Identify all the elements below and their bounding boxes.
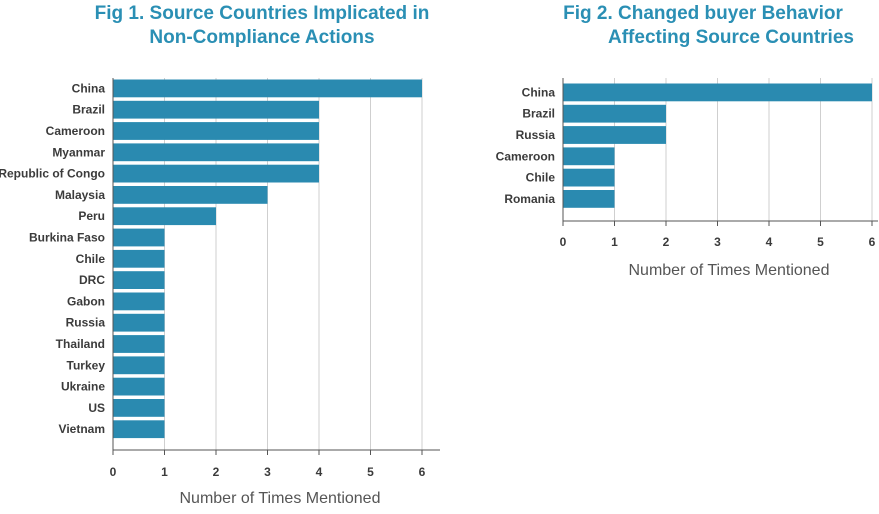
- chart-1-category-label: Chile: [76, 252, 106, 266]
- chart-1-category-label: Brazil: [72, 103, 105, 117]
- chart-1-category-label: China: [72, 81, 106, 95]
- chart-source-countries-noncompliance: Fig 1. Source Countries Implicated in No…: [0, 3, 440, 507]
- chart-2-bar: [563, 104, 666, 123]
- chart-2-bar: [563, 147, 615, 166]
- chart-2-category-label: Romania: [504, 192, 555, 206]
- chart-1-bar: [113, 143, 319, 162]
- chart-2-bar: [563, 190, 615, 208]
- chart-1-bar: [113, 292, 165, 311]
- chart-changed-buyer-behavior: Fig 2. Changed buyer Behavior Affecting …: [496, 3, 878, 279]
- chart-1-bar: [113, 228, 165, 247]
- chart-2-category-label: Cameroon: [496, 149, 555, 163]
- chart-1-bar: [113, 356, 165, 375]
- chart-2-category-label: Chile: [526, 171, 556, 185]
- chart-2-title-line-2: Affecting Source Countries: [608, 27, 854, 48]
- chart-1-bar: [113, 335, 165, 353]
- chart-1-category-label: Cameroon: [46, 124, 105, 138]
- chart-1-bar: [113, 420, 165, 439]
- chart-2-tick-label: 5: [817, 235, 824, 249]
- chart-2-bar: [563, 83, 872, 102]
- chart-1-category-label: Malaysia: [55, 188, 105, 202]
- chart-1-category-label: Peru: [78, 209, 105, 223]
- chart-1-category-label: Vietnam: [59, 422, 105, 436]
- chart-1-category-label: Turkey: [67, 358, 106, 372]
- chart-1-bar: [113, 313, 165, 332]
- chart-2-tick-label: 1: [611, 235, 618, 249]
- chart-1-x-axis-label: Number of Times Mentioned: [180, 490, 381, 507]
- chart-1-category-label: Burkina Faso: [29, 231, 105, 245]
- chart-1-tick-label: 4: [316, 465, 323, 479]
- chart-2-tick-label: 3: [714, 235, 721, 249]
- chart-1-tick-label: 1: [161, 465, 168, 479]
- chart-2-title-line-1: Fig 2. Changed buyer Behavior: [563, 3, 843, 24]
- chart-1-category-label: Gabon: [67, 294, 105, 308]
- chart-2-tick-label: 0: [560, 235, 567, 249]
- chart-2-plot-area: China Brazil Russia Cameroon Chile Romania 0 1 2…: [496, 78, 878, 249]
- chart-1-bar: [113, 377, 165, 396]
- chart-1-bar: [113, 100, 319, 119]
- chart-1-category-label: DRC: [79, 273, 105, 287]
- chart-2-category-label: China: [522, 85, 556, 99]
- chart-1-tick-label: 3: [264, 465, 271, 479]
- chart-2-category-label: Russia: [516, 128, 556, 142]
- chart-1-tick-label: 2: [213, 465, 220, 479]
- chart-2-x-axis-label: Number of Times Mentioned: [629, 262, 830, 279]
- chart-1-tick-label: 0: [110, 465, 117, 479]
- chart-1-bar: [113, 186, 268, 204]
- chart-1-bar: [113, 79, 422, 98]
- chart-1-bar: [113, 164, 319, 183]
- chart-1-category-label: Myanmar: [52, 145, 105, 159]
- chart-1-bar: [113, 249, 165, 268]
- chart-2-bar: [563, 126, 666, 144]
- chart-2-tick-label: 4: [766, 235, 773, 249]
- chart-1-tick-label: 6: [419, 465, 426, 479]
- chart-1-category-label: US: [88, 401, 105, 415]
- chart-1-plot-area: China Brazil Cameroon Myanmar Republic of Co…: [0, 78, 440, 479]
- chart-1-category-label: Thailand: [56, 337, 105, 351]
- chart-1-tick-label: 5: [367, 465, 374, 479]
- chart-1-category-label: Ukraine: [61, 380, 105, 394]
- chart-1-bar: [113, 271, 165, 289]
- chart-1-title-line-1: Fig 1. Source Countries Implicated in: [95, 3, 430, 24]
- chart-1-category-label: Russia: [66, 316, 106, 330]
- chart-2-tick-label: 6: [869, 235, 876, 249]
- chart-1-title-line-2: Non-Compliance Actions: [149, 27, 374, 48]
- chart-2-category-label: Brazil: [522, 107, 555, 121]
- chart-1-category-label: Republic of Congo: [0, 167, 105, 181]
- chart-2-bar: [563, 168, 615, 187]
- chart-1-bar: [113, 399, 165, 417]
- chart-2-tick-label: 2: [663, 235, 670, 249]
- chart-1-bar: [113, 122, 319, 140]
- chart-1-bar: [113, 207, 216, 226]
